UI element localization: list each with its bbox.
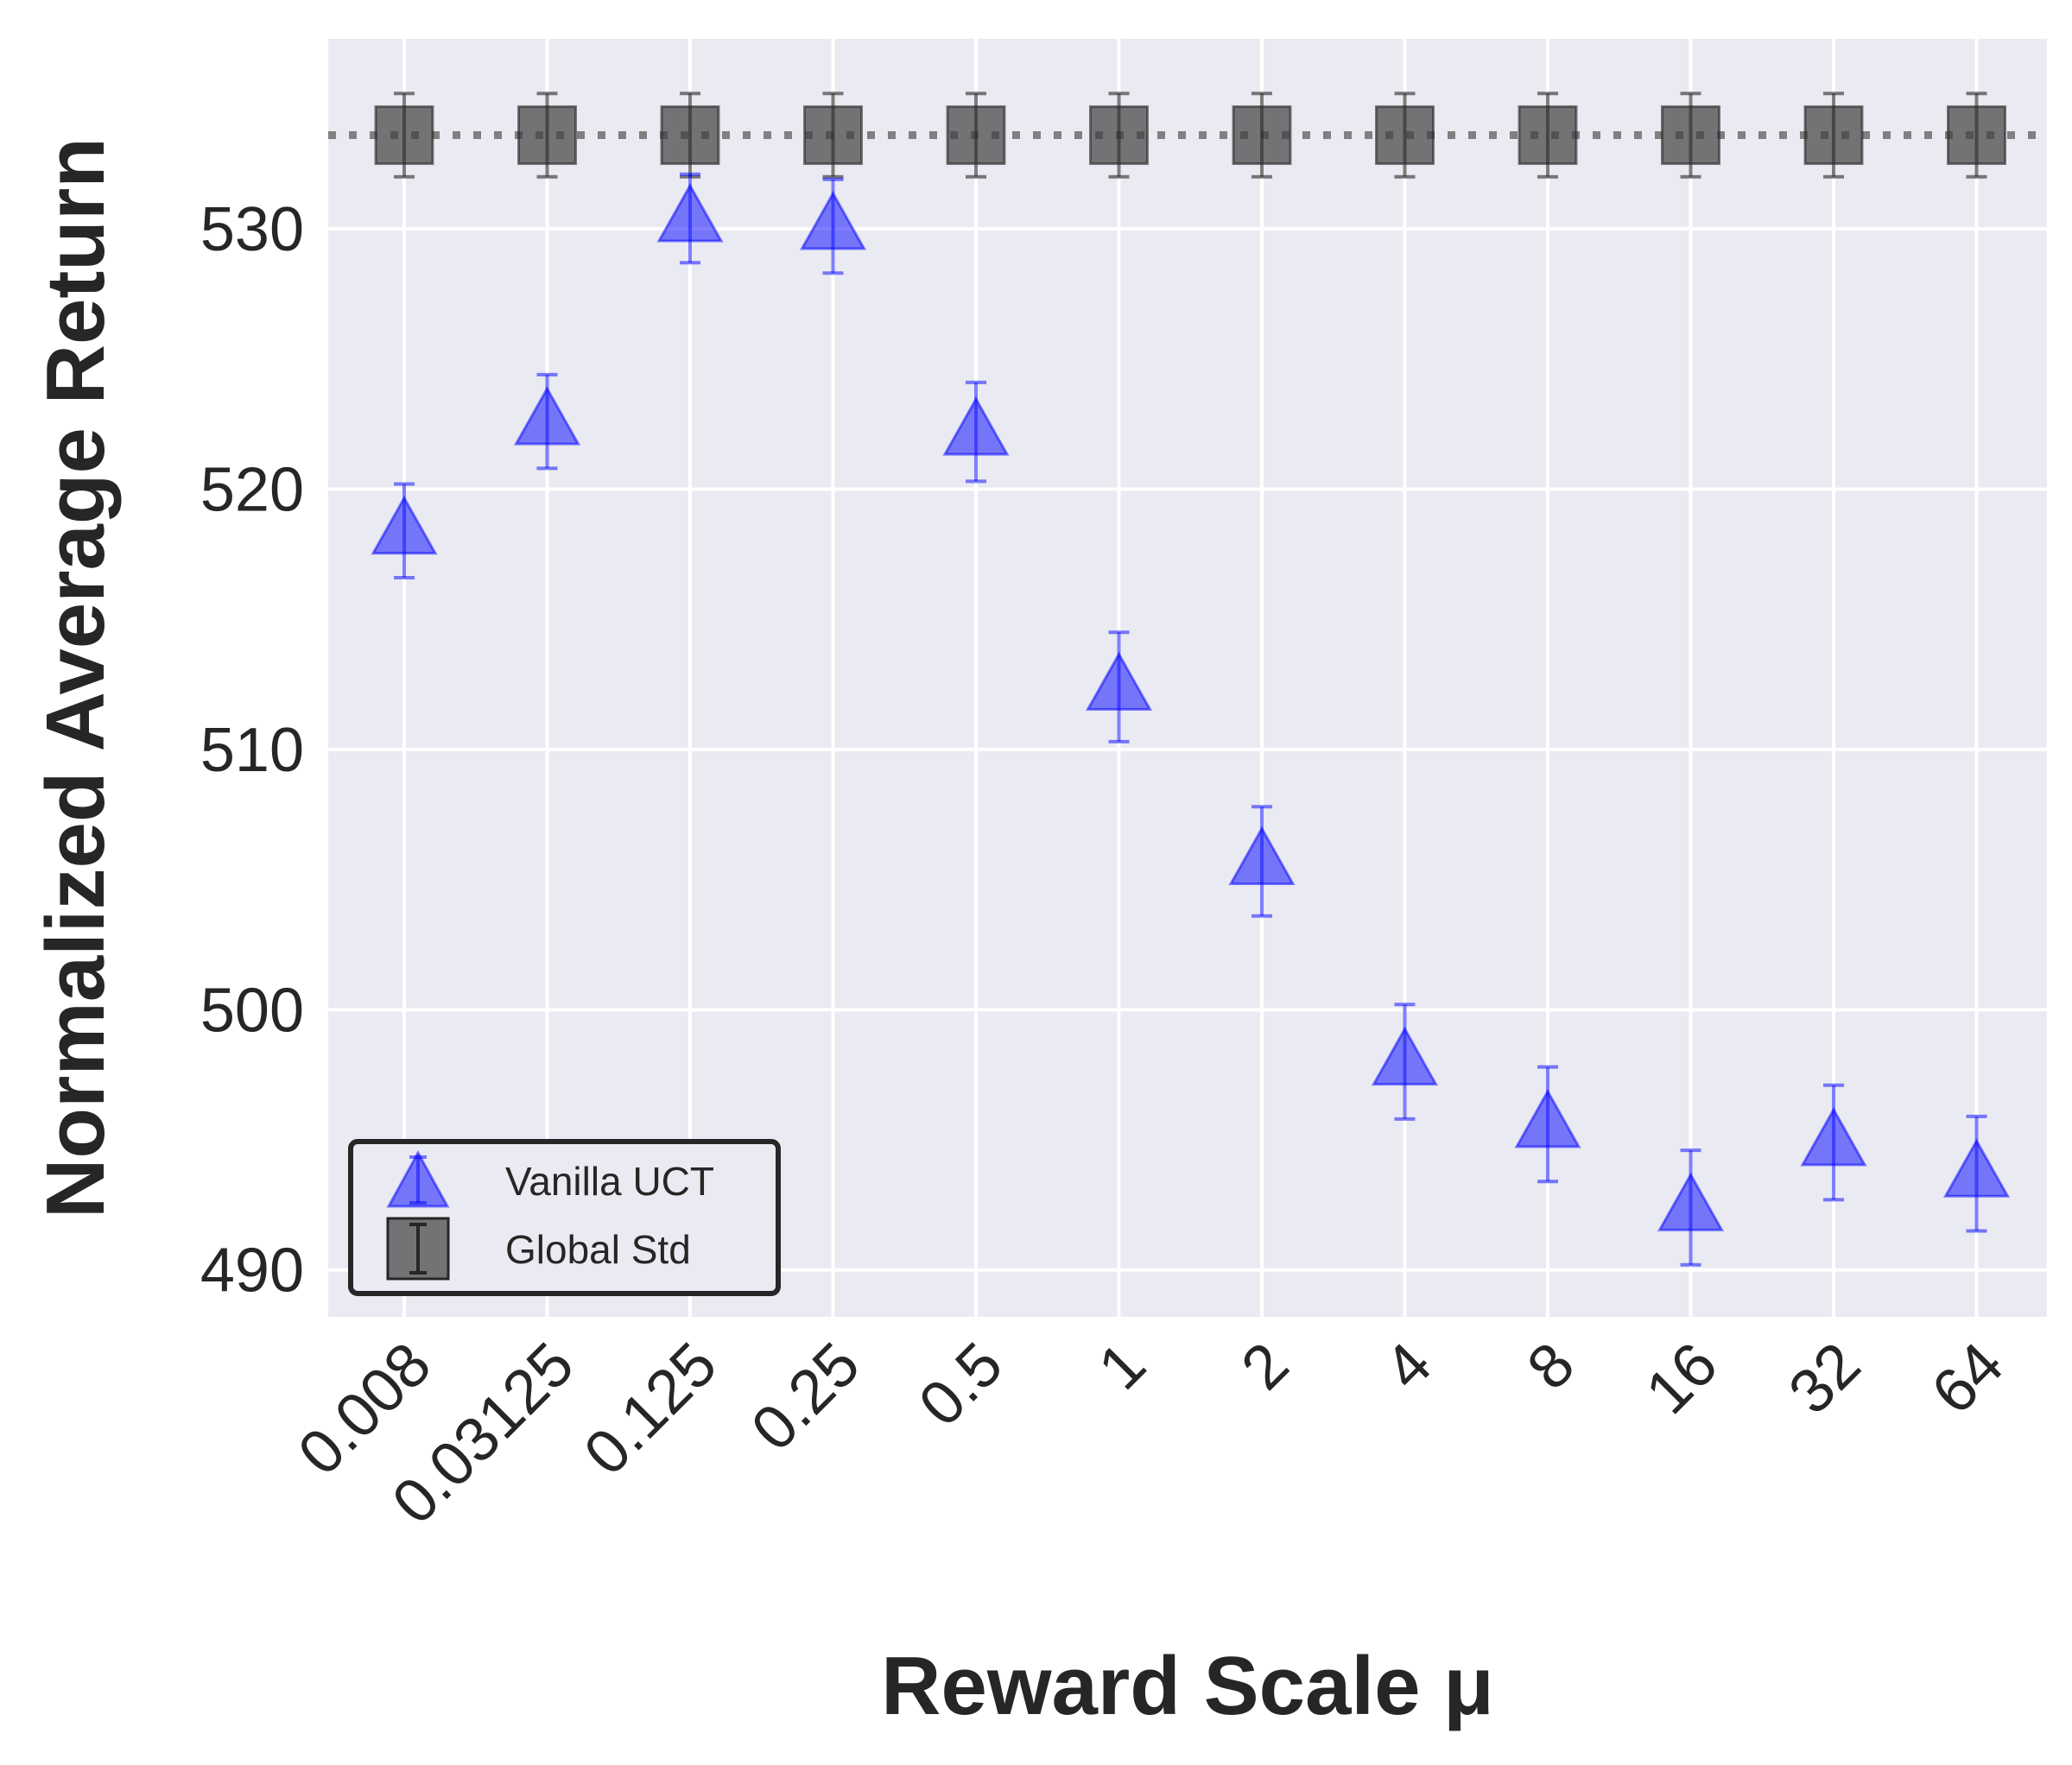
vanilla-uct-point [371,495,438,555]
y-tick-label: 530 [200,195,304,264]
legend: Vanilla UCT Global Std [348,1139,781,1296]
vanilla-uct-point [1514,1088,1581,1148]
y-tick-label: 520 [200,455,304,524]
x-tick-label: 0.125 [571,1330,730,1489]
x-tick-label: 16 [1633,1330,1731,1427]
x-tick-label: 4 [1372,1330,1445,1403]
y-tick-label: 500 [200,976,304,1045]
plot-background [328,39,2047,1317]
legend-box [348,1139,781,1296]
x-tick-label: 64 [1919,1330,2017,1427]
x-tick-label: 2 [1228,1330,1302,1403]
x-tick-label: 1 [1086,1330,1159,1403]
y-tick-label: 510 [200,716,304,785]
y-axis-title: Normalized Average Return [29,137,122,1218]
vanilla-uct-point [1657,1172,1725,1231]
vanilla-uct-point [942,396,1010,456]
vanilla-uct-point [656,182,724,243]
x-tick-label: 0.5 [906,1330,1016,1439]
legend-marker-global-std [386,1217,450,1281]
legend-label-global-std: Global Std [505,1227,691,1272]
vanilla-uct-point [1371,1026,1439,1086]
series-vanilla-uct [371,172,2011,1267]
y-tick-label: 490 [200,1237,304,1306]
x-axis-title: Reward Scale μ [881,1640,1494,1732]
vanilla-uct-point [1085,651,1153,712]
vanilla-uct-point [799,190,867,250]
vanilla-uct-point [513,386,581,446]
series-global-std [374,92,2006,179]
vanilla-uct-point [1228,826,1296,886]
legend-marker-vanilla-uct [386,1149,450,1208]
legend-label-vanilla-uct: Vanilla UCT [505,1159,714,1204]
y-tick-labels: 490 500 510 520 530 [200,195,304,1306]
x-tick-label: 32 [1776,1330,1873,1427]
vanilla-uct-point [1942,1138,2011,1198]
x-tick-label: 8 [1514,1330,1587,1403]
x-tick-label: 0.25 [738,1330,873,1465]
vanilla-uct-point [1800,1106,1867,1167]
